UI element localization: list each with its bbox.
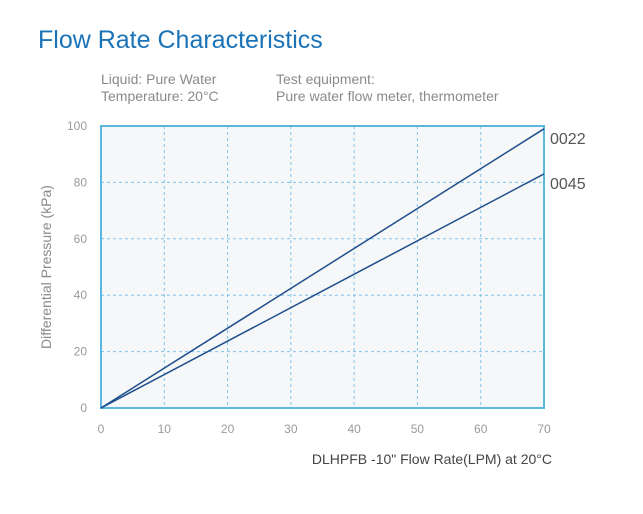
x-tick-label: 50 — [411, 422, 425, 436]
liquid-note: Liquid: Pure Water — [101, 71, 217, 87]
y-tick-label: 100 — [67, 119, 87, 133]
y-tick-label: 0 — [80, 401, 87, 415]
chart-title: Flow Rate Characteristics — [38, 26, 323, 54]
x-tick-label: 40 — [347, 422, 361, 436]
x-tick-label: 10 — [158, 422, 172, 436]
x-tick-label: 0 — [98, 422, 105, 436]
y-tick-label: 80 — [74, 175, 88, 189]
x-axis-label: DLHPFB -10" Flow Rate(LPM) at 20°C — [312, 451, 552, 467]
equipment-notes: Test equipment: Pure water flow meter, t… — [276, 71, 499, 105]
equipment-title: Test equipment: — [276, 71, 375, 87]
x-tick-label: 70 — [537, 422, 551, 436]
x-tick-label: 20 — [221, 422, 235, 436]
equipment-note: Pure water flow meter, thermometer — [276, 88, 499, 104]
x-tick-label: 30 — [284, 422, 298, 436]
y-tick-label: 20 — [74, 345, 88, 359]
series-label-0022: 0022 — [550, 131, 586, 148]
series-label-0045: 0045 — [550, 176, 586, 193]
y-axis-label: Differential Pressure (kPa) — [38, 185, 54, 349]
plot-frame — [100, 125, 545, 409]
x-tick-label: 60 — [474, 422, 488, 436]
y-tick-label: 40 — [74, 288, 88, 302]
series-line-0022 — [100, 128, 545, 409]
test-conditions: Liquid: Pure Water Temperature: 20°C — [101, 71, 219, 105]
temperature-note: Temperature: 20°C — [101, 88, 219, 104]
y-tick-label: 60 — [74, 232, 88, 246]
series-line-0045 — [100, 173, 545, 409]
